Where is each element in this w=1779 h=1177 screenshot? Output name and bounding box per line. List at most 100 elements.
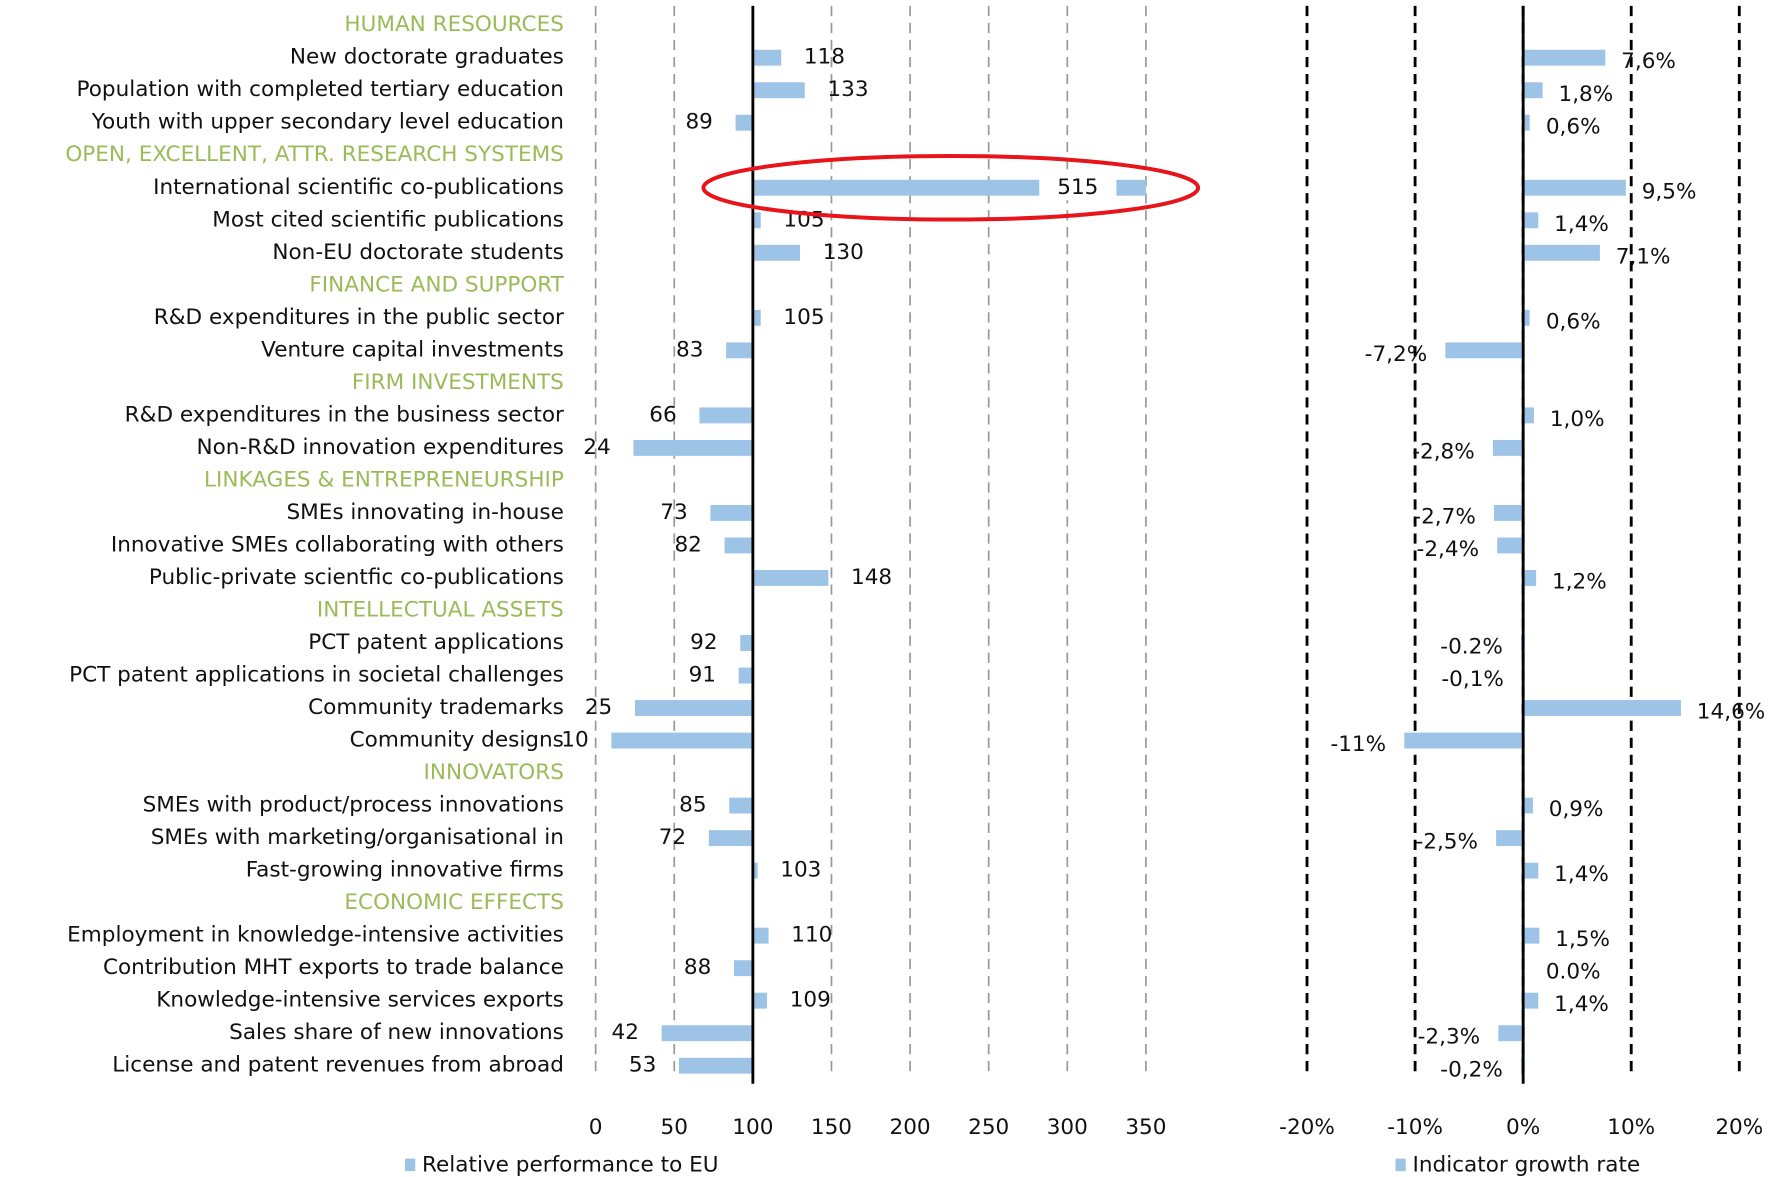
- value-label: 53: [629, 1053, 656, 1078]
- value-label: 92: [690, 630, 717, 655]
- value-label: -2,8%: [1412, 439, 1475, 464]
- bar: [1498, 1025, 1524, 1042]
- value-label: -2,5%: [1415, 830, 1478, 855]
- value-label: 25: [585, 695, 612, 720]
- category-label: R&D expenditures in the business sector: [125, 402, 564, 427]
- value-label: 103: [780, 858, 821, 883]
- group-header: INNOVATORS: [424, 760, 564, 785]
- value-label: -2,4%: [1417, 537, 1480, 562]
- value-label: 7,6%: [1621, 49, 1676, 74]
- label-background: [1039, 175, 1117, 201]
- bar: [708, 830, 753, 847]
- category-label: International scientific co-publications: [153, 175, 564, 200]
- category-label: Population with completed tertiary educa…: [77, 77, 564, 102]
- group-header: FINANCE AND SUPPORT: [309, 272, 564, 297]
- value-label: 133: [827, 77, 868, 102]
- panel-bars: [611, 49, 1146, 1074]
- category-label: Most cited scientific publications: [212, 207, 564, 232]
- bar: [1523, 49, 1606, 66]
- category-label: SMEs with marketing/organisational in: [151, 825, 564, 850]
- bar: [752, 244, 801, 261]
- bar: [724, 537, 753, 554]
- bar: [661, 1025, 753, 1042]
- bar: [726, 342, 753, 359]
- group-header: FIRM INVESTMENTS: [352, 370, 564, 395]
- bar: [752, 862, 758, 879]
- group-header: INTELLECTUAL ASSETS: [317, 597, 564, 622]
- category-label: Public-private scientfic co-publications: [149, 565, 564, 590]
- legend-label: Relative performance to EU: [422, 1152, 718, 1177]
- bar: [1523, 179, 1626, 196]
- x-tick-label: 10%: [1607, 1115, 1655, 1140]
- category-label: Non-R&D innovation expenditures: [197, 435, 564, 460]
- value-label: 109: [790, 988, 831, 1013]
- category-label: Innovative SMEs collaborating with other…: [111, 532, 564, 557]
- bar: [1523, 700, 1681, 716]
- bar: [752, 927, 769, 944]
- bar: [1523, 309, 1530, 326]
- bar: [752, 82, 805, 99]
- value-label: 83: [676, 337, 703, 362]
- value-label: 1,4%: [1554, 992, 1609, 1017]
- bar: [738, 667, 753, 684]
- category-label: Employment in knowledge-intensive activi…: [67, 923, 564, 948]
- category-label: SMEs innovating in-house: [286, 500, 563, 525]
- category-label: Sales share of new innovations: [229, 1020, 564, 1045]
- x-tick-label: 300: [1047, 1115, 1088, 1140]
- category-label: Non-EU doctorate students: [272, 240, 564, 265]
- value-label: 110: [791, 923, 832, 948]
- x-tick-label: 350: [1125, 1115, 1166, 1140]
- value-label: -2,7%: [1413, 504, 1476, 529]
- category-label: Contribution MHT exports to trade balanc…: [103, 955, 564, 980]
- bar: [1523, 927, 1540, 944]
- value-label: 42: [612, 1020, 639, 1045]
- value-label: 1,5%: [1555, 927, 1610, 952]
- bar: [1497, 537, 1524, 554]
- x-tick-label: 150: [811, 1115, 852, 1140]
- value-label: 148: [851, 565, 892, 590]
- bar: [752, 309, 761, 326]
- legend-swatch: [405, 1158, 416, 1172]
- category-label: PCT patent applications in societal chal…: [69, 663, 564, 688]
- value-label: 88: [684, 955, 711, 980]
- value-label: 0,9%: [1549, 797, 1604, 822]
- bar: [1523, 244, 1600, 261]
- value-label: 73: [660, 500, 687, 525]
- category-label: Venture capital investments: [261, 337, 564, 362]
- value-label: 66: [649, 402, 676, 427]
- bar: [740, 635, 753, 651]
- value-label: 89: [685, 110, 712, 135]
- value-label: 1,8%: [1558, 82, 1613, 107]
- category-label: PCT patent applications: [308, 630, 564, 655]
- bar: [1445, 342, 1524, 359]
- value-label: 1,4%: [1554, 862, 1609, 887]
- bar: [1492, 439, 1524, 456]
- x-tick-label: 0: [589, 1115, 603, 1140]
- bar: [633, 439, 753, 456]
- bar: [752, 992, 768, 1009]
- bar: [1404, 732, 1524, 749]
- bar: [1523, 212, 1539, 229]
- bar: [1523, 992, 1539, 1009]
- group-header: ECONOMIC EFFECTS: [344, 890, 563, 915]
- bar: [729, 797, 753, 814]
- value-label: 118: [804, 45, 845, 70]
- x-tick-label: 200: [890, 1115, 931, 1140]
- value-label: 24: [583, 435, 610, 460]
- value-label: 0,6%: [1546, 114, 1601, 139]
- value-label: 91: [689, 663, 716, 688]
- bar: [752, 49, 782, 66]
- bar: [733, 960, 753, 977]
- bar: [1523, 570, 1537, 586]
- value-label: 10: [561, 728, 588, 753]
- x-tick-label: -20%: [1279, 1115, 1335, 1140]
- group-header: HUMAN RESOURCES: [344, 12, 564, 37]
- bar: [678, 1057, 753, 1074]
- bar: [735, 114, 753, 131]
- bar: [1523, 407, 1534, 424]
- x-tick-label: 100: [732, 1115, 773, 1140]
- bar: [710, 504, 753, 521]
- value-label: 0,6%: [1546, 309, 1601, 334]
- value-label: -11%: [1330, 732, 1386, 757]
